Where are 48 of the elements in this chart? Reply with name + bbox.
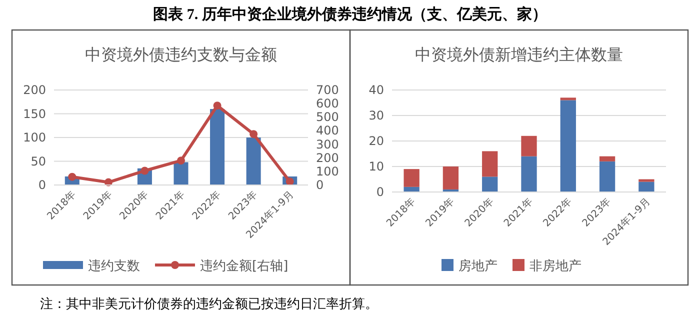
bar — [638, 182, 654, 192]
y-tick-label: 40 — [368, 83, 384, 97]
bar — [404, 186, 420, 192]
chart-title: 中资境外债新增违约主体数量 — [415, 45, 623, 64]
bar — [638, 179, 654, 182]
text: 图表 7. 历年中资企业境外债券违约情况（支、亿美元、家） — [153, 5, 547, 23]
y-tick-label: 20 — [368, 134, 384, 148]
point — [250, 130, 258, 138]
bar — [442, 166, 459, 190]
y-tick-label: 150 — [23, 106, 46, 121]
bar — [210, 109, 225, 185]
chart-title: 中资境外债违约支数与金额 — [85, 45, 277, 64]
y-tick-label: 100 — [23, 130, 46, 144]
bar — [560, 100, 576, 192]
y2-tick-label: 300 — [316, 137, 339, 152]
bar — [521, 136, 537, 156]
legend-label: 房地产 — [458, 258, 498, 274]
y2-tick-label: 200 — [316, 150, 339, 165]
bar — [246, 138, 261, 185]
y-tick-label: 0 — [376, 185, 384, 199]
bar — [482, 151, 498, 177]
y2-tick-label: 0 — [316, 178, 324, 192]
y-tick-label: 200 — [23, 83, 46, 97]
bar — [482, 176, 498, 192]
point — [286, 178, 294, 186]
y2-tick-label: 600 — [316, 96, 339, 111]
y-tick-label: 10 — [368, 160, 384, 174]
y-tick-label: 30 — [368, 108, 384, 122]
text: 注：其中非美元计价债券的违约金额已按违约日汇率折算。 — [40, 296, 378, 311]
bar — [599, 156, 616, 162]
y2-tick-label: 500 — [316, 110, 339, 124]
bar — [174, 162, 188, 185]
y-tick-label: 50 — [30, 154, 46, 168]
point — [140, 166, 149, 175]
point — [177, 156, 185, 165]
bar — [521, 156, 537, 192]
y2-tick-label: 100 — [316, 164, 339, 178]
y2-tick-label: 700 — [316, 83, 339, 97]
legend-label: 违约金额[右轴] — [200, 259, 288, 274]
bar — [560, 98, 576, 100]
y2-tick-label: 400 — [316, 124, 339, 138]
point — [213, 102, 222, 110]
bar — [599, 161, 616, 192]
y-tick-label: 0 — [38, 178, 46, 192]
bar — [404, 169, 420, 187]
point — [68, 172, 76, 181]
legend-label: 非房地产 — [530, 258, 582, 274]
legend-label: 违约支数 — [88, 259, 140, 274]
